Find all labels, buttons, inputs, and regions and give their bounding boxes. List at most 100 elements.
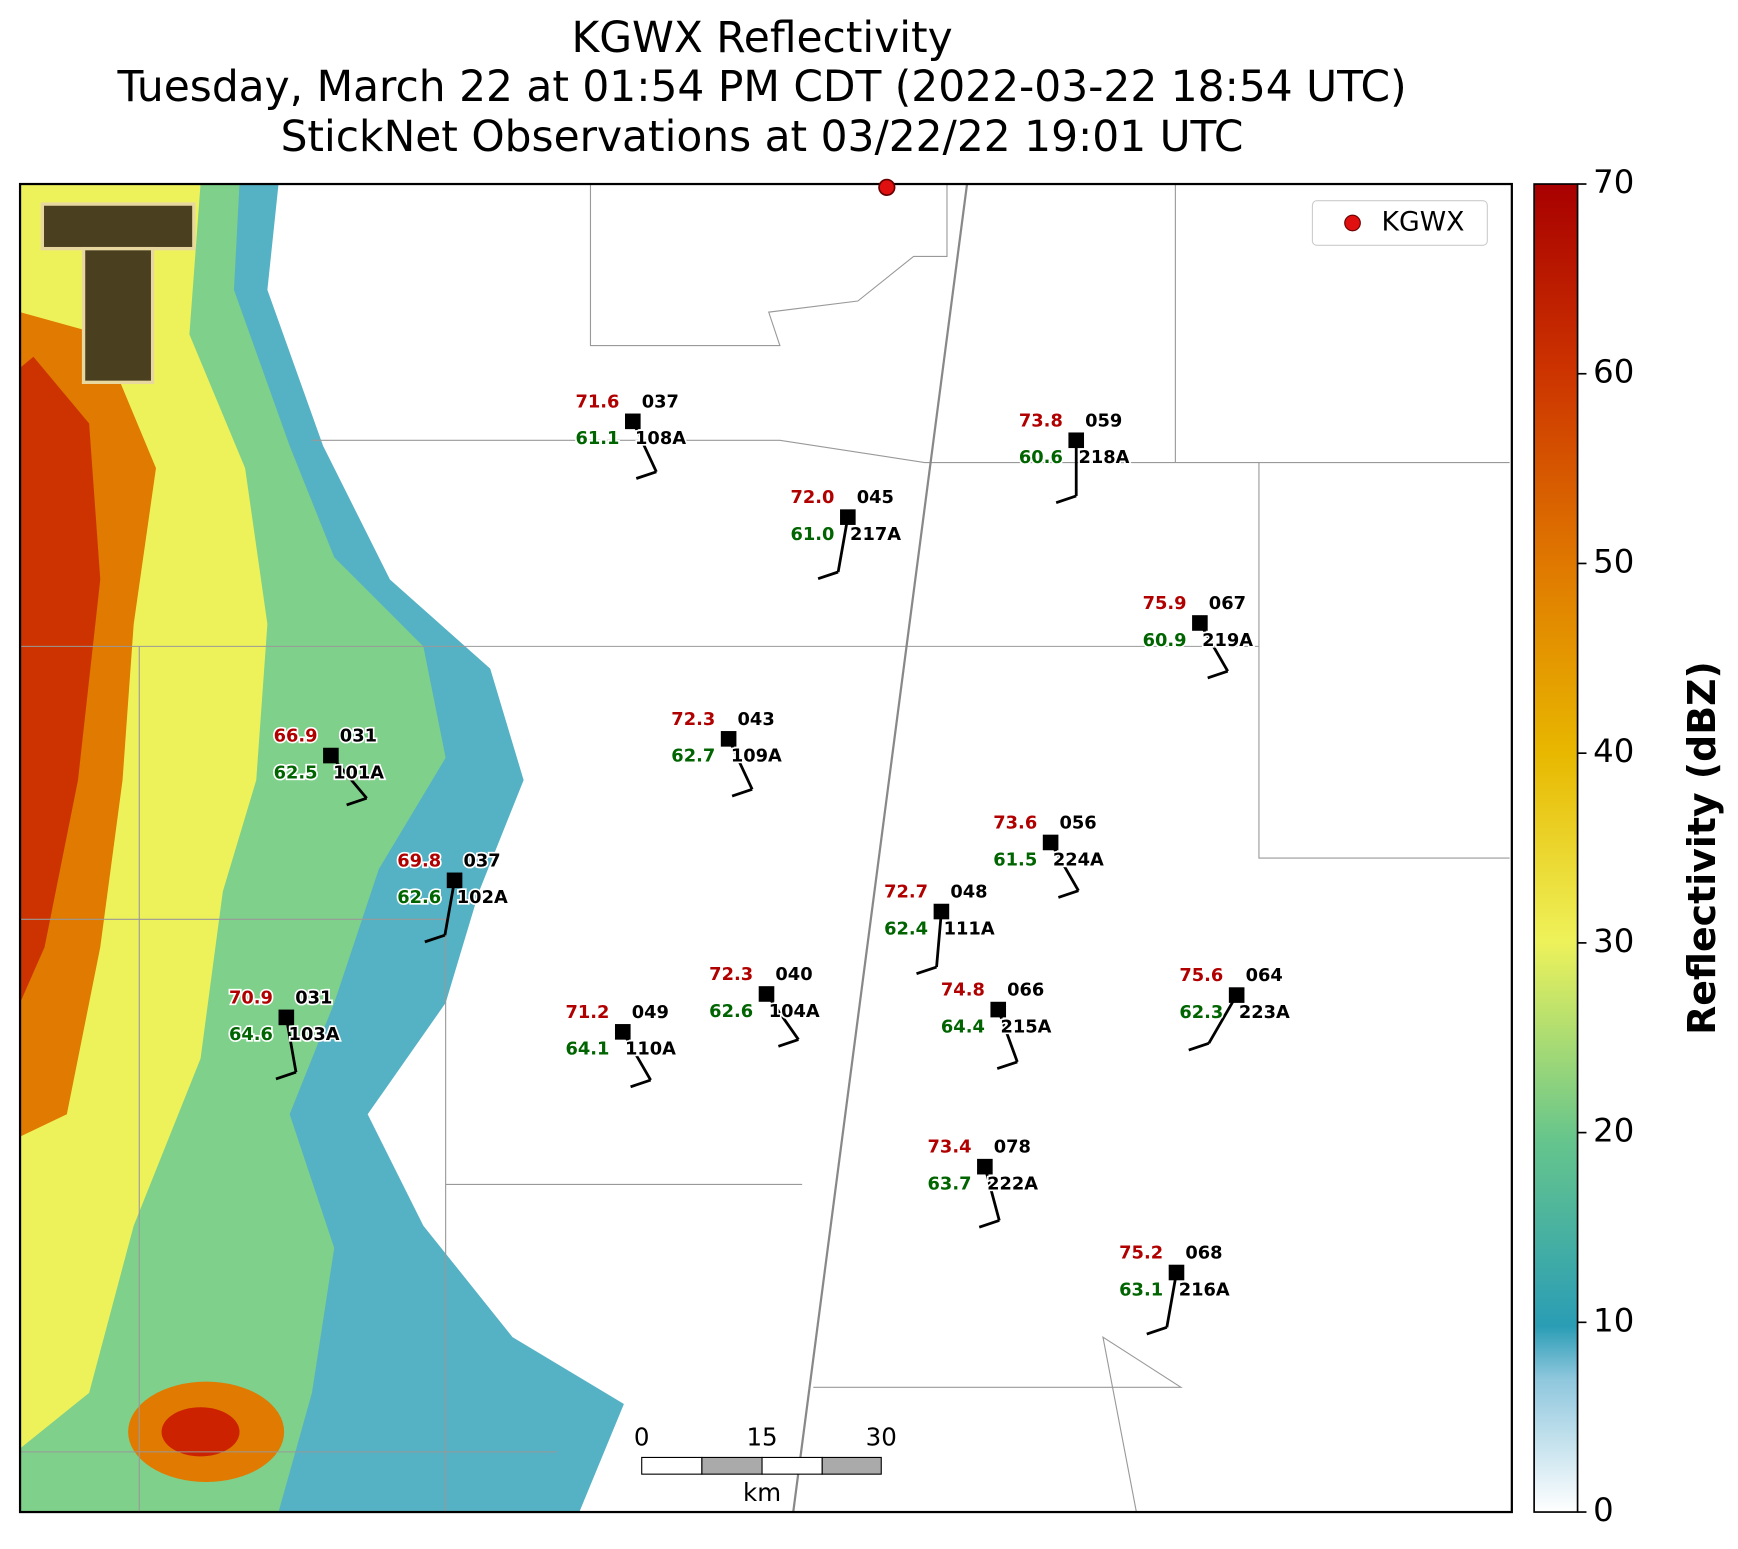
pressure: 066 [1007,980,1044,1001]
station-id: 110A [625,1039,676,1060]
pressure: 031 [295,987,332,1008]
wind-barb [916,965,938,976]
station-marker [1228,987,1245,1003]
dewpoint: 60.6 [1019,447,1063,468]
dewpoint: 64.1 [565,1039,609,1060]
station-id: 218A [1078,447,1129,468]
station-marker [323,747,339,764]
station-id: 101A [333,762,384,783]
colorbar [1533,183,1579,1513]
wind-barb [996,1060,1018,1070]
wind-barb [777,1038,799,1048]
pressure: 056 [1060,813,1097,834]
station-marker [758,986,775,1002]
temperature: 75.6 [1179,965,1223,986]
station-marker [1068,432,1085,449]
dewpoint: 62.5 [274,762,318,783]
temperature: 74.8 [941,980,985,1001]
station-id: 104A [769,1001,820,1022]
temperature: 72.3 [671,709,715,730]
pressure: 059 [1085,410,1122,431]
temperature: 66.9 [274,726,318,747]
map-frame [18,182,1513,1514]
scale-label: 30 [866,1423,897,1452]
logo [40,202,196,385]
wind-barb [346,796,368,807]
station-marker [1168,1264,1185,1281]
station-id: 109A [731,746,782,767]
subtitle: StickNet Observations at 03/22/22 19:01 … [281,112,1244,161]
temperature: 73.6 [993,813,1037,834]
wind-barb [1188,1042,1210,1052]
subtitle: Tuesday, March 22 at 01:54 PM CDT (2022-… [116,62,1406,111]
dewpoint: 61.5 [993,849,1037,870]
legend-label: KGWX [1381,207,1464,238]
pressure: 064 [1246,965,1283,986]
pressure: 043 [738,709,775,730]
radar-field [20,184,624,1513]
wind-barb [621,1031,652,1081]
pressure: 037 [463,850,500,871]
colorbar-tick-label: 10 [1593,1301,1634,1339]
dewpoint: 61.0 [791,524,835,545]
wind-barb [635,470,657,480]
wind-barb [935,911,943,968]
colorbar-tick-label: 0 [1593,1491,1614,1529]
wind-barb [1207,669,1229,680]
temperature: 71.6 [575,391,619,412]
station-marker [720,731,737,747]
pressure: 045 [857,487,894,508]
wind-barb [978,1219,1000,1229]
dewpoint: 62.6 [397,887,441,908]
wind-barb [424,933,446,944]
legend: KGWX [1311,200,1488,246]
wind-barb [1198,622,1229,672]
station-id: 222A [987,1173,1038,1194]
colorbar-tick-label: 20 [1593,1112,1634,1150]
wind-barb [1057,889,1079,899]
station-marker [1192,615,1208,631]
wind-barb [630,1078,652,1089]
radar-site [878,178,896,197]
station-marker [614,1024,631,1040]
station-marker [933,903,950,920]
temperature: 71.2 [565,1002,609,1023]
pressure: 078 [994,1137,1031,1158]
station-marker [1042,834,1059,851]
pressure: 048 [950,882,987,903]
temperature: 69.8 [397,850,441,871]
wind-barb [1049,841,1080,892]
stations: 66.9 031 62.5 101A 69.8 037 62.6 102A 70.9 031 64.… [227,390,1292,1336]
dewpoint: 62.4 [884,918,928,939]
station-marker [977,1158,993,1175]
scale-label: 0 [634,1423,650,1452]
station-marker [990,1001,1007,1018]
wind-barb [817,570,839,581]
wind-barb [443,880,456,936]
station-id: 215A [1000,1016,1051,1037]
station-id: 111A [944,918,995,939]
wind-barb [996,1009,1019,1063]
pressure: 067 [1209,593,1246,614]
pressure: 049 [632,1002,669,1023]
wind-barb [727,738,754,790]
wind-barb [1165,1272,1178,1328]
dewpoint: 62.6 [709,1001,753,1022]
pressure: 031 [340,726,377,747]
wind-barb [275,1070,297,1081]
scale-unit: km [743,1478,781,1507]
station-id: 103A [289,1024,340,1045]
station-marker [625,413,641,430]
dewpoint: 64.6 [229,1024,273,1045]
scale-label: 15 [746,1423,777,1452]
station-id: 102A [457,887,508,908]
station-marker [446,872,463,889]
temperature: 75.9 [1143,593,1187,614]
station-id: 219A [1202,630,1253,651]
temperature: 73.8 [1019,410,1063,431]
wind-barb [284,1017,298,1073]
wind-barb [836,516,850,573]
colorbar-tick-label: 50 [1593,542,1634,580]
pressure: 068 [1185,1243,1222,1264]
